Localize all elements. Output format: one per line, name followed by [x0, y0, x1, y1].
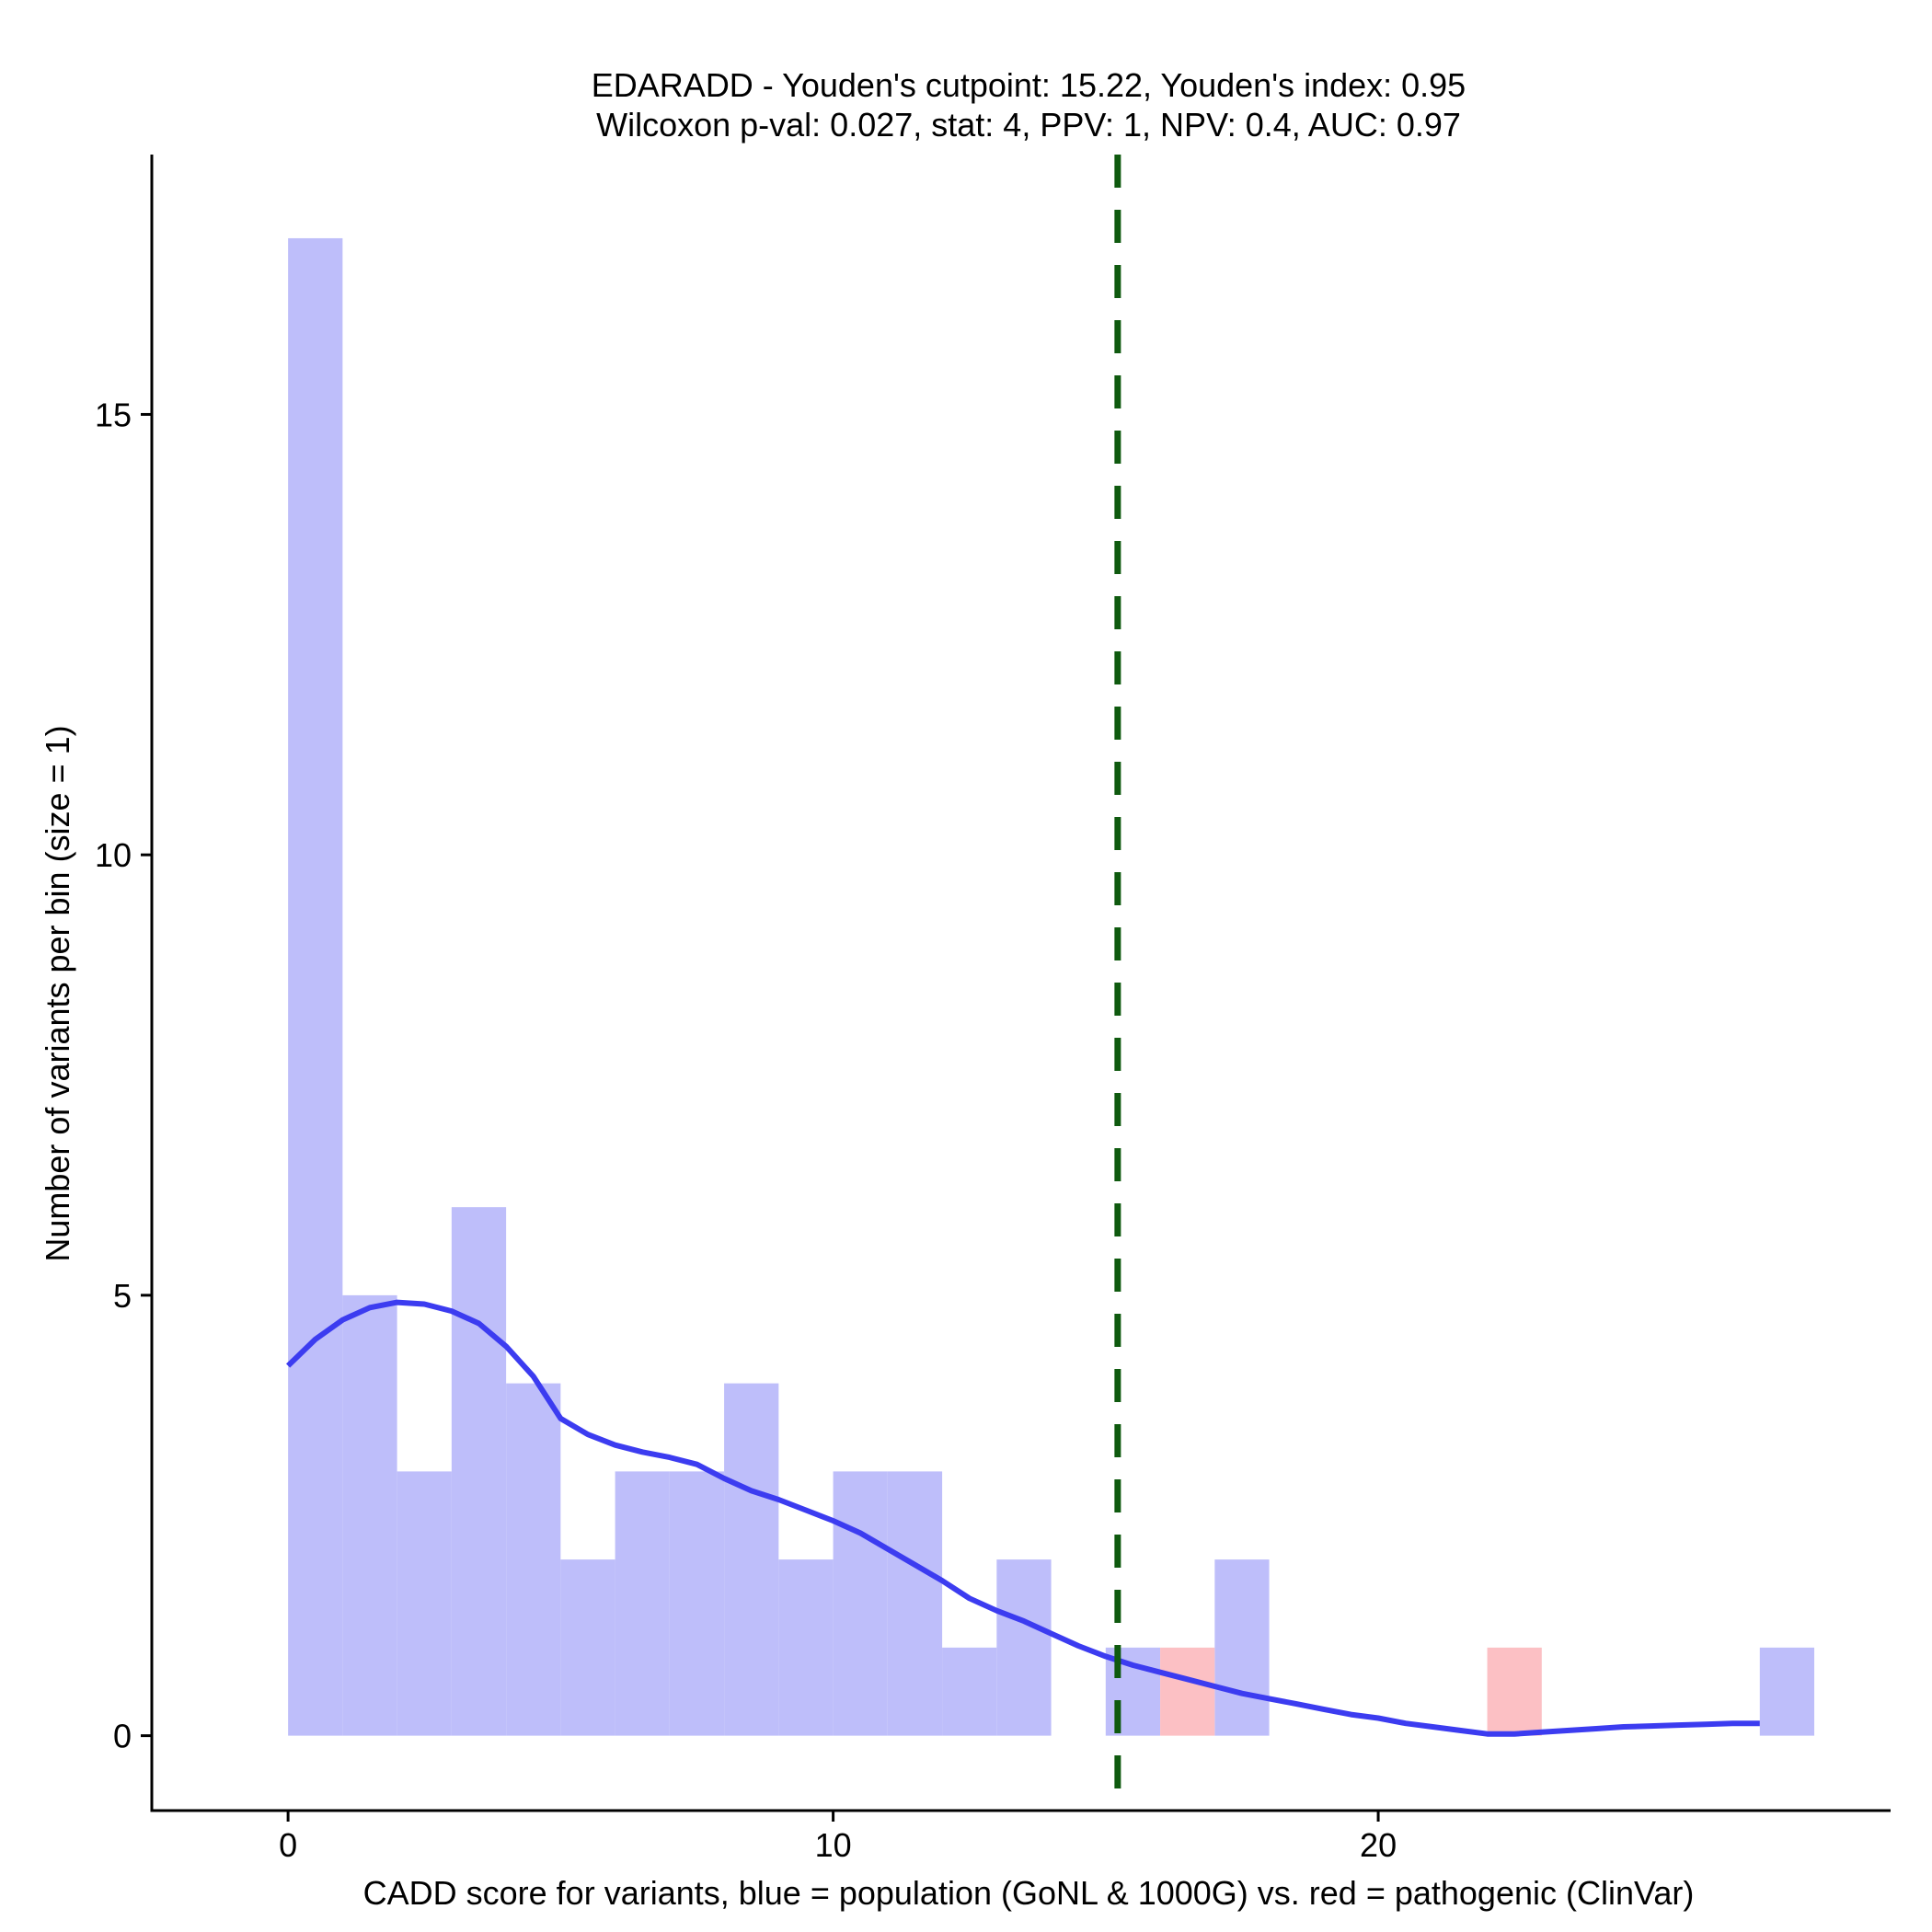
population-bar: [506, 1383, 561, 1736]
density-curve: [286, 1299, 1760, 1737]
chart-title-line1: EDARADD - Youden's cutpoint: 15.22, Youd…: [592, 66, 1466, 104]
tick-group: 0 10 20 0 5 10 15: [95, 396, 1397, 1864]
y-tick-label: 0: [113, 1718, 132, 1755]
x-tick-label: 20: [1360, 1826, 1397, 1864]
y-axis-label: Number of variants per bin (size = 1): [39, 725, 76, 1261]
population-bar: [942, 1647, 997, 1736]
population-bar: [778, 1559, 834, 1736]
y-tick-label: 5: [113, 1277, 132, 1315]
population-bar: [342, 1294, 397, 1736]
population-bar: [724, 1383, 779, 1736]
population-bar: [288, 237, 343, 1736]
population-bar: [669, 1471, 725, 1736]
y-tick-label: 10: [95, 836, 132, 874]
population-bar: [996, 1559, 1052, 1736]
chart-title-line2: Wilcoxon p-val: 0.027, stat: 4, PPV: 1, …: [596, 106, 1461, 144]
population-bar: [560, 1559, 615, 1736]
axes: [150, 155, 1891, 1812]
density-curve-group: [286, 1299, 1760, 1737]
x-axis-label: CADD score for variants, blue = populati…: [363, 1874, 1695, 1912]
population-bar: [615, 1471, 670, 1736]
pathogenic-bar: [1160, 1647, 1215, 1736]
population-bar: [1214, 1559, 1270, 1736]
population-bar: [887, 1471, 943, 1736]
population-bar: [1759, 1647, 1815, 1736]
x-tick-label: 0: [279, 1826, 297, 1864]
population-bar: [451, 1207, 507, 1736]
histogram-bars: [288, 237, 1815, 1736]
y-tick-label: 15: [95, 396, 132, 433]
population-bar: [397, 1471, 452, 1736]
population-bar: [833, 1471, 888, 1736]
pathogenic-bar: [1487, 1647, 1542, 1736]
x-tick-label: 10: [815, 1826, 852, 1864]
